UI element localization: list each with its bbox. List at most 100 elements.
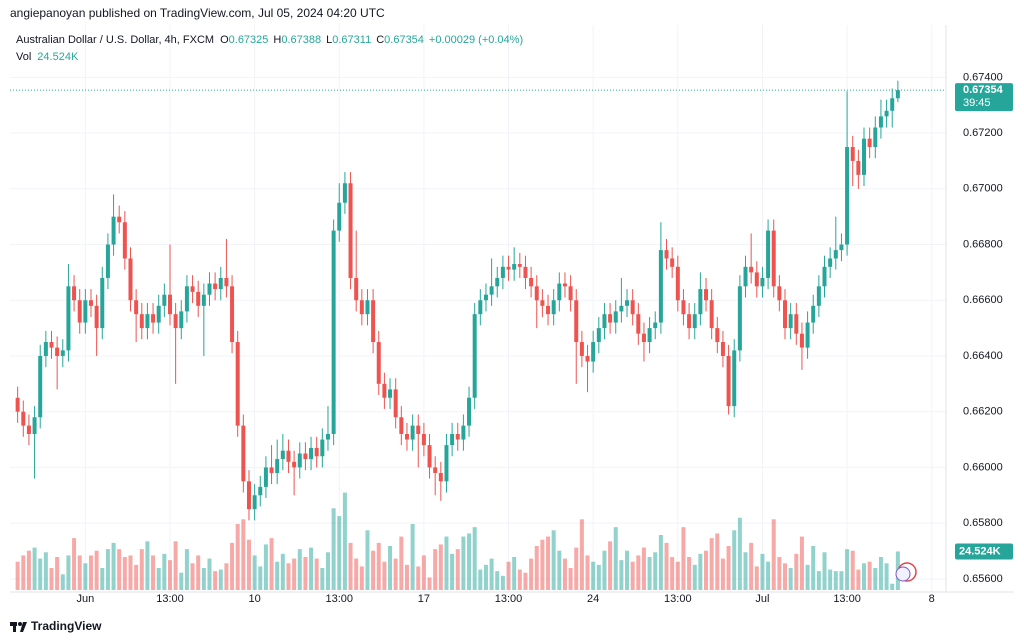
volume-bar: [489, 558, 494, 590]
volume-bar: [562, 558, 567, 590]
volume-bar: [354, 558, 359, 590]
logo-mark: [18, 622, 22, 626]
volume-bar: [579, 519, 584, 590]
vol-label: Vol: [16, 51, 31, 63]
x-tick-label: 17: [418, 593, 430, 605]
h-label: H: [273, 34, 281, 46]
volume-bar: [275, 561, 280, 590]
volume-bar: [325, 552, 330, 590]
volume-bar: [331, 508, 336, 590]
volume-bar: [467, 533, 472, 590]
volume-bar: [433, 549, 438, 590]
candle-body: [314, 447, 319, 457]
volume-bar: [641, 547, 646, 590]
candle-body: [534, 286, 539, 301]
candle-layer: [10, 80, 946, 521]
volume-bar: [630, 561, 635, 590]
candle-body: [726, 355, 731, 407]
volume-bar: [235, 524, 240, 590]
candle-body: [55, 347, 60, 356]
volume-bar: [32, 547, 37, 590]
volume-bar: [670, 557, 675, 590]
volume-bar: [134, 564, 139, 590]
candle-body: [783, 300, 788, 329]
volume-bar: [805, 564, 810, 590]
axes: 0.65600 0.65800 0.66000 0.66200 0.66400 0.666…: [76, 71, 1013, 605]
candle-body: [546, 305, 551, 315]
candle-body: [704, 289, 709, 301]
y-tick-label: 0.66800: [963, 238, 1003, 250]
volume-bar: [224, 563, 229, 590]
candle-body: [692, 314, 697, 329]
volume-bar: [596, 564, 601, 590]
candle-body: [709, 300, 714, 329]
volume-bar: [184, 549, 189, 590]
candle-body: [788, 314, 793, 329]
volume-bar: [461, 536, 466, 590]
volume-layer: [15, 492, 900, 590]
candle-body: [269, 467, 274, 473]
candle-body: [365, 300, 370, 315]
volume-bar: [241, 519, 246, 590]
x-tick-label: Jul: [755, 593, 769, 605]
candle-body: [489, 286, 494, 295]
candle-body: [416, 425, 421, 434]
volume-bar: [371, 550, 376, 590]
candle-body: [348, 183, 353, 278]
candle-body: [720, 342, 725, 356]
candle-body: [450, 433, 455, 446]
price-label-box: [955, 83, 1013, 112]
volume-bar: [263, 544, 268, 590]
vol-value: 24.524K: [37, 51, 79, 63]
candle-body: [72, 286, 77, 301]
volume-bar: [783, 563, 788, 590]
candle-body: [839, 244, 844, 251]
candle-body: [354, 277, 359, 301]
x-tick-label: 8: [929, 593, 935, 605]
candle-body: [698, 289, 703, 315]
volume-bar: [421, 555, 426, 590]
volume-bar: [749, 542, 754, 590]
change-value: +0.00029 (+0.04%): [429, 34, 523, 46]
volume-bar: [828, 569, 833, 590]
candle-body: [579, 342, 584, 356]
volume-bar: [732, 530, 737, 590]
volume-bar: [512, 557, 517, 590]
volume-bar: [190, 563, 195, 590]
volume-bar: [292, 558, 297, 590]
volume-bar: [845, 549, 850, 590]
candle-body: [811, 305, 816, 323]
volume-bar: [873, 568, 878, 590]
volume-bar: [517, 569, 522, 590]
candle-body: [196, 291, 201, 306]
candle-body: [455, 433, 460, 440]
candle-body: [557, 283, 562, 301]
price-label: 0.67354: [963, 84, 1004, 96]
candle-body: [884, 110, 889, 117]
candle-body: [551, 300, 556, 315]
candle-body: [117, 216, 122, 223]
candle-body: [179, 311, 184, 329]
candle-body: [337, 202, 342, 231]
y-tick-label: 0.67200: [963, 127, 1003, 139]
volume-bar: [26, 550, 31, 590]
x-tick-label: Jun: [76, 593, 94, 605]
volume-bar: [218, 569, 223, 590]
volume-bar: [49, 568, 54, 590]
volume-bar: [105, 549, 110, 590]
y-tick-label: 0.66400: [963, 350, 1003, 362]
candle-body: [687, 314, 692, 329]
volume-label-box: [955, 543, 1013, 560]
candle-body: [309, 447, 314, 460]
volume-bar: [867, 561, 872, 590]
volume-bar: [393, 558, 398, 590]
volume-bar: [585, 555, 590, 590]
candle-body: [890, 98, 895, 111]
candle-body: [235, 342, 240, 426]
candle-body: [252, 495, 257, 510]
volume-bar: [388, 546, 393, 590]
candle-body: [410, 425, 415, 440]
volume-bar: [438, 544, 443, 590]
volume-bar: [450, 553, 455, 590]
